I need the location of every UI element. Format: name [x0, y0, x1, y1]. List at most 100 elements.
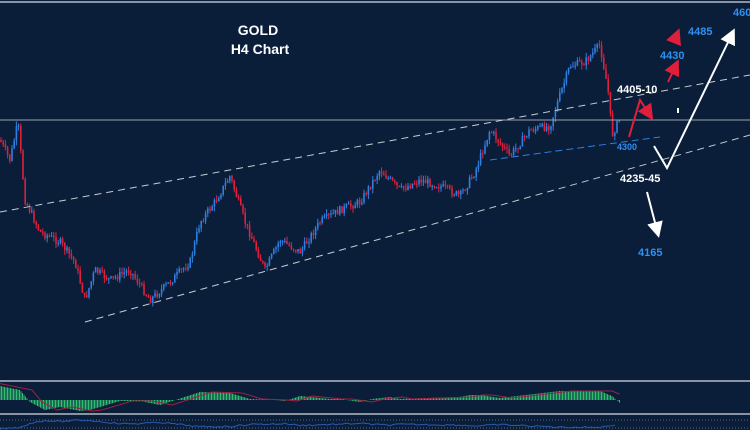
candle-body	[396, 182, 398, 186]
candle-body	[433, 185, 436, 188]
candle-body	[0, 140, 2, 142]
candle-body	[312, 233, 315, 236]
candle-body	[211, 206, 213, 211]
level-4485: 4485	[688, 26, 712, 38]
candle-body	[28, 205, 31, 212]
candle-body	[614, 132, 616, 136]
candle-body	[442, 184, 444, 187]
candle-body	[515, 148, 517, 150]
candle-body	[477, 164, 480, 169]
candle-body	[519, 146, 521, 150]
candle-body	[121, 272, 123, 274]
candle-body	[152, 296, 154, 304]
candle-body	[180, 269, 183, 271]
candle-body	[160, 288, 163, 295]
candle-body	[233, 180, 235, 190]
candle-body	[548, 126, 550, 131]
candle-body	[66, 247, 68, 251]
candle-body	[33, 211, 35, 223]
candle-body	[479, 153, 482, 165]
candle-body	[215, 199, 218, 202]
candle-body	[334, 209, 337, 214]
oscillator-line	[0, 419, 616, 430]
candle-body	[116, 276, 119, 280]
candle-body	[427, 179, 429, 184]
candle-body	[50, 235, 53, 237]
candle-body	[123, 272, 125, 274]
candle-body	[130, 272, 132, 276]
candle-body	[365, 193, 367, 195]
candle-body	[468, 177, 471, 188]
candle-body	[607, 78, 609, 92]
candle-body	[35, 222, 37, 225]
candle-body	[246, 223, 249, 226]
candle-body	[262, 260, 264, 263]
candle-body	[42, 231, 44, 233]
candle-body	[374, 180, 376, 182]
candle-body	[240, 198, 242, 206]
candle-body	[306, 241, 308, 244]
candle-body	[473, 176, 475, 178]
candle-body	[578, 60, 581, 62]
candle-body	[380, 171, 383, 174]
candle-body	[15, 126, 18, 141]
candle-body	[268, 257, 271, 266]
candle-body	[457, 191, 460, 195]
candle-body	[61, 238, 64, 244]
candle-body	[125, 271, 128, 273]
candle-body	[154, 293, 156, 297]
candle-body	[75, 259, 77, 269]
candle-body	[97, 267, 99, 273]
candle-body	[570, 67, 572, 69]
candle-body	[550, 126, 552, 131]
candle-body	[229, 176, 231, 182]
candle-body	[418, 179, 420, 184]
candle-body	[526, 136, 528, 138]
candle-body	[499, 142, 502, 144]
candle-body	[537, 126, 539, 130]
candle-body	[255, 242, 257, 250]
candle-body	[185, 268, 187, 270]
candle-body	[167, 282, 169, 284]
candle-body	[431, 185, 433, 187]
candle-body	[2, 141, 4, 145]
candle-body	[145, 294, 147, 296]
candle-body	[101, 270, 103, 272]
candle-body	[475, 168, 477, 177]
level-4165: 4165	[638, 247, 662, 259]
candle-body	[248, 225, 251, 237]
candle-body	[11, 148, 13, 161]
candle-body	[424, 180, 427, 184]
candle-body	[70, 253, 73, 257]
candle-body	[105, 278, 108, 280]
candle-body	[209, 208, 211, 211]
candle-body	[603, 57, 605, 69]
candle-body	[275, 247, 277, 250]
candle-body	[301, 248, 304, 254]
candle-body	[90, 281, 92, 288]
candle-body	[464, 190, 466, 192]
candle-body	[600, 45, 603, 58]
candle-body	[147, 295, 150, 298]
candle-body	[314, 227, 317, 236]
candle-body	[277, 243, 279, 248]
candle-body	[178, 269, 180, 273]
candle-body	[317, 222, 319, 228]
candle-body	[484, 145, 486, 154]
candle-body	[242, 205, 244, 213]
candle-body	[196, 232, 198, 242]
candle-body	[376, 176, 378, 181]
candle-body	[163, 284, 165, 289]
candle-body	[411, 183, 414, 189]
candle-body	[330, 213, 332, 215]
candle-body	[169, 282, 172, 284]
candle-body	[136, 278, 139, 284]
candle-body	[323, 216, 326, 218]
candle-body	[512, 148, 515, 156]
candle-body	[545, 126, 548, 131]
candle-body	[462, 190, 464, 192]
level-4430: 4430	[660, 50, 684, 62]
candle-body	[119, 272, 121, 280]
candle-body	[387, 177, 389, 179]
